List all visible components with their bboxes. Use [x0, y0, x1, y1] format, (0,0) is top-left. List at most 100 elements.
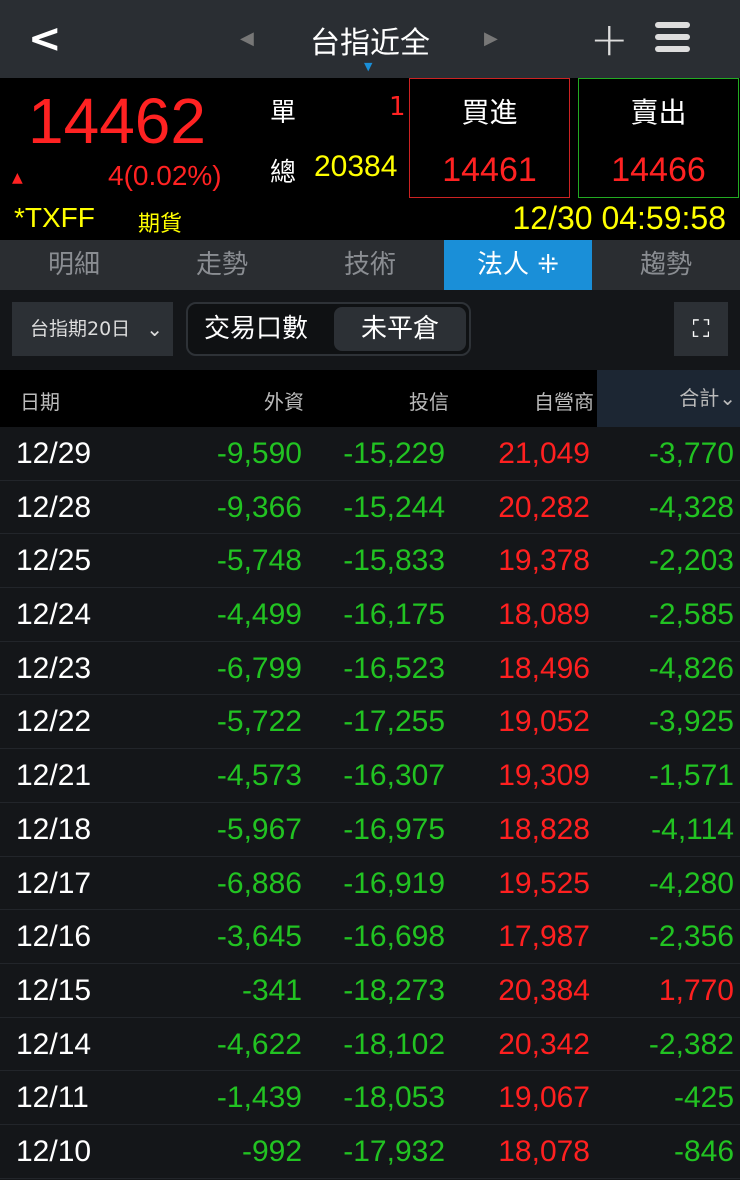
tab-bar: 明細 走勢 技術 法人 ⁜ 趨勢: [0, 240, 740, 290]
cell-date: 12/14: [16, 1027, 92, 1061]
quote-panel: 14462 ▲ 4(0.02%) 單 1 總 20384 買進 14461 賣出…: [0, 78, 740, 240]
table-row[interactable]: 12/28 -9,366 -15,244 20,282 -4,328: [0, 481, 740, 535]
table-row[interactable]: 12/10 -992 -17,932 18,078 -846: [0, 1125, 740, 1179]
table-row[interactable]: 12/16 -3,645 -16,698 17,987 -2,356: [0, 910, 740, 964]
cell-date: 12/11: [16, 1081, 89, 1115]
table-header: 日期 外資 投信 自營商 合計⌄: [0, 370, 740, 427]
table-row[interactable]: 12/15 -341 -18,273 20,384 1,770: [0, 964, 740, 1018]
cell-trust: -16,698: [343, 920, 445, 954]
buy-button[interactable]: 買進 14461: [409, 78, 570, 198]
table-row[interactable]: 12/23 -6,799 -16,523 18,496 -4,826: [0, 642, 740, 696]
cell-date: 12/21: [16, 759, 92, 793]
cell-trust: -17,255: [343, 705, 445, 739]
cell-date: 12/18: [16, 812, 92, 846]
table-row[interactable]: 12/21 -4,573 -16,307 19,309 -1,571: [0, 749, 740, 803]
cell-total: -4,114: [651, 812, 734, 846]
table-row[interactable]: 12/18 -5,967 -16,975 18,828 -4,114: [0, 803, 740, 857]
cell-dealer: 18,828: [498, 812, 590, 846]
cell-trust: -15,244: [343, 490, 445, 524]
cell-date: 12/15: [16, 973, 92, 1007]
back-icon[interactable]: <: [28, 16, 62, 62]
tab-institutional[interactable]: 法人 ⁜: [444, 240, 592, 290]
cell-dealer: 18,089: [498, 598, 590, 632]
page-title[interactable]: 台指近全: [310, 26, 430, 61]
mode-segmented-control: 交易口數 未平倉: [186, 302, 471, 356]
tab-technical[interactable]: 技術: [343, 250, 396, 280]
price-change: 4(0.02%): [108, 160, 222, 191]
cell-foreign: -3,645: [216, 920, 302, 954]
period-select[interactable]: 台指期20日 ⌄: [12, 302, 173, 356]
cell-dealer: 17,987: [498, 920, 590, 954]
cell-foreign: -9,366: [216, 490, 302, 524]
cell-trust: -16,975: [343, 812, 445, 846]
fullscreen-icon[interactable]: ⛶: [674, 302, 728, 356]
cell-dealer: 19,378: [498, 544, 590, 578]
menu-icon[interactable]: [655, 22, 690, 58]
segment-trade-volume[interactable]: 交易口數: [204, 314, 309, 344]
last-price: 14462: [28, 85, 206, 157]
cell-date: 12/22: [16, 705, 92, 739]
cell-dealer: 20,342: [498, 1027, 590, 1061]
top-bar: < ◀ 台指近全 ▼ ▶ +: [0, 0, 740, 78]
table-row[interactable]: 12/25 -5,748 -15,833 19,378 -2,203: [0, 534, 740, 589]
dropdown-caret-icon: ▼: [364, 60, 373, 73]
cell-trust: -15,229: [343, 437, 445, 470]
cell-trust: -15,833: [343, 544, 445, 578]
table-row[interactable]: 12/14 -4,622 -18,102 20,342 -2,382: [0, 1018, 740, 1072]
cell-trust: -18,102: [343, 1027, 445, 1061]
chevron-down-icon: ⌄: [719, 386, 736, 410]
cell-total: -4,826: [648, 651, 734, 685]
col-total: 合計: [679, 386, 720, 410]
cell-date: 12/16: [16, 920, 92, 954]
table-row[interactable]: 12/17 -6,886 -16,919 19,525 -4,280: [0, 857, 740, 911]
cell-foreign: -1,439: [216, 1081, 302, 1115]
tab-details[interactable]: 明細: [47, 250, 100, 280]
table-row[interactable]: 12/11 -1,439 -18,053 19,067 -425: [0, 1071, 740, 1125]
table-row[interactable]: 12/22 -5,722 -17,255 19,052 -3,925: [0, 695, 740, 750]
cell-dealer: 21,049: [498, 437, 590, 470]
col-date: 日期: [20, 390, 60, 414]
cell-dealer: 19,052: [498, 705, 590, 739]
cell-foreign: -4,499: [216, 598, 302, 632]
prev-arrow-icon[interactable]: ◀: [240, 28, 254, 49]
cell-total: 1,770: [658, 973, 734, 1007]
chevron-down-icon: ⌄: [146, 317, 163, 341]
cell-trust: -16,919: [343, 866, 445, 900]
buy-label: 買進: [461, 96, 518, 129]
cell-dealer: 19,525: [498, 866, 590, 900]
cell-date: 12/23: [16, 651, 92, 685]
single-label: 單: [270, 98, 297, 128]
cell-date: 12/17: [16, 866, 92, 900]
col-dealer: 自營商: [534, 390, 594, 414]
cell-dealer: 20,384: [498, 973, 590, 1007]
cell-total: -2,203: [648, 544, 734, 578]
ask-price: 14466: [611, 151, 706, 189]
cell-foreign: -9,590: [216, 437, 302, 470]
symbol: *TXFF: [14, 202, 95, 233]
cell-date: 12/29: [16, 437, 92, 470]
cell-trust: -16,523: [343, 651, 445, 685]
sell-button[interactable]: 賣出 14466: [578, 78, 739, 198]
cell-total: -2,356: [648, 920, 734, 954]
cell-total: -425: [673, 1081, 734, 1115]
cell-trust: -18,053: [343, 1081, 445, 1115]
cell-total: -3,770: [648, 437, 734, 470]
cell-foreign: -341: [241, 973, 302, 1007]
segment-open-interest[interactable]: 未平倉: [334, 307, 466, 351]
cell-total: -1,571: [648, 759, 734, 793]
cell-total: -2,585: [648, 598, 734, 632]
add-icon[interactable]: +: [590, 12, 629, 66]
tab-trend[interactable]: 走勢: [195, 250, 248, 280]
col-total-sort[interactable]: 合計⌄: [597, 370, 740, 427]
cell-foreign: -5,722: [216, 705, 302, 739]
cell-foreign: -5,748: [216, 544, 302, 578]
next-arrow-icon[interactable]: ▶: [484, 28, 498, 49]
controls-bar: 台指期20日 ⌄ 交易口數 未平倉 ⛶: [0, 290, 740, 370]
table-row[interactable]: 12/29 -9,590 -15,229 21,049 -3,770: [0, 427, 740, 481]
cell-total: -2,382: [648, 1027, 734, 1061]
cell-trust: -16,307: [343, 759, 445, 793]
instrument-type: 期貨: [138, 212, 183, 237]
table-row[interactable]: 12/24 -4,499 -16,175 18,089 -2,585: [0, 588, 740, 642]
tab-tendency[interactable]: 趨勢: [639, 250, 692, 280]
col-trust: 投信: [409, 390, 449, 414]
